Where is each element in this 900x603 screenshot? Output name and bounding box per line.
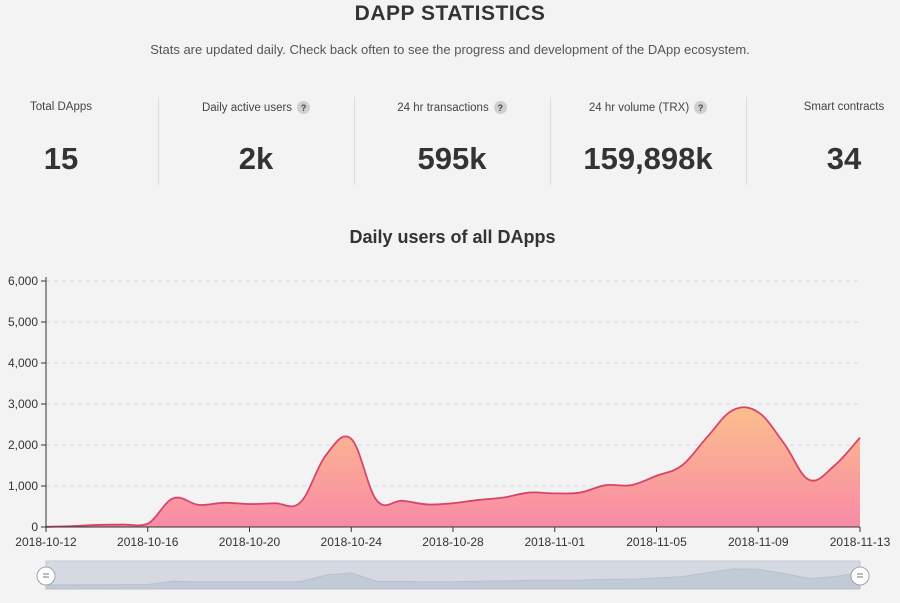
y-tick-label: 4,000: [8, 356, 38, 370]
zoom-handle-right[interactable]: [850, 566, 870, 586]
stat-24hr-transactions: 24 hr transactions? 595k: [354, 97, 550, 185]
x-tick-label: 2018-10-12: [15, 535, 77, 549]
data-point[interactable]: [221, 500, 227, 506]
y-tick-label: 6,000: [8, 274, 38, 288]
stats-bar: Total DApps 15 Daily active users? 2k 24…: [0, 97, 900, 185]
data-point[interactable]: [501, 494, 507, 500]
y-tick-label: 2,000: [8, 438, 38, 452]
x-tick-label: 2018-10-28: [422, 535, 484, 549]
stat-value: 2k: [238, 141, 274, 176]
stat-divider: [746, 97, 747, 185]
data-point[interactable]: [68, 523, 74, 529]
x-tick-label: 2018-11-01: [525, 535, 586, 549]
zoom-slider-preview: [45, 568, 861, 590]
zoom-handle-left[interactable]: [36, 566, 56, 586]
stat-daily-active-users: Daily active users? 2k: [158, 97, 354, 185]
stat-value: 595k: [417, 141, 487, 176]
data-point[interactable]: [679, 463, 685, 469]
data-point[interactable]: [323, 452, 329, 458]
data-point[interactable]: [450, 500, 456, 506]
x-tick-label: 2018-11-09: [728, 535, 789, 549]
data-point[interactable]: [348, 436, 354, 442]
data-point[interactable]: [781, 440, 787, 446]
data-point[interactable]: [832, 463, 838, 469]
data-point[interactable]: [654, 473, 660, 479]
data-point[interactable]: [603, 482, 609, 488]
stat-label: 24 hr volume (TRX): [588, 101, 690, 114]
help-icon[interactable]: ?: [694, 101, 708, 114]
stat-label: 24 hr transactions: [397, 101, 489, 114]
stat-total-dapps: Total DApps 15: [0, 97, 122, 185]
zoom-handle-knob[interactable]: [36, 566, 56, 586]
data-point[interactable]: [170, 495, 176, 501]
stat-value: 159,898k: [583, 141, 713, 176]
data-point[interactable]: [247, 501, 253, 507]
page-title: DAPP STATISTICS: [354, 2, 546, 25]
stat-label: Total DApps: [29, 101, 92, 113]
x-tick-label: 2018-10-20: [219, 535, 281, 549]
series-line: [45, 406, 861, 528]
data-point[interactable]: [755, 409, 761, 415]
stat-value: 34: [826, 141, 862, 176]
chart-title: Daily users of all DApps: [349, 227, 556, 247]
data-point[interactable]: [628, 482, 634, 488]
data-point[interactable]: [806, 477, 812, 483]
stat-label: Daily active users: [201, 101, 293, 114]
page-subtitle: Stats are updated daily. Check back ofte…: [150, 42, 750, 57]
stat-value: 15: [43, 141, 79, 176]
data-point[interactable]: [526, 490, 532, 496]
data-point[interactable]: [425, 501, 431, 507]
data-point[interactable]: [196, 502, 202, 508]
stat-divider: [158, 97, 159, 185]
data-point[interactable]: [475, 497, 481, 503]
stat-smart-contracts: Smart contracts 34: [746, 97, 900, 185]
data-point[interactable]: [145, 521, 151, 527]
stat-label: Smart contracts: [803, 101, 885, 113]
y-tick-label: 3,000: [8, 397, 38, 411]
data-point[interactable]: [577, 490, 583, 496]
stat-divider: [354, 97, 355, 185]
zoom-handle-knob[interactable]: [850, 566, 870, 586]
data-point[interactable]: [374, 497, 380, 503]
x-tick-label: 2018-11-13: [830, 535, 891, 549]
data-point[interactable]: [552, 490, 558, 496]
data-point[interactable]: [272, 500, 278, 506]
stat-divider: [550, 97, 551, 185]
y-tick-label: 5,000: [8, 315, 38, 329]
data-point[interactable]: [857, 435, 863, 441]
data-point[interactable]: [297, 499, 303, 505]
x-tick-label: 2018-10-16: [117, 535, 179, 549]
y-tick-label: 1,000: [8, 479, 38, 493]
help-icon[interactable]: ?: [493, 101, 507, 114]
series-area: [46, 407, 860, 527]
help-icon[interactable]: ?: [297, 101, 311, 114]
data-point[interactable]: [704, 434, 710, 440]
data-point[interactable]: [730, 407, 736, 413]
x-tick-label: 2018-11-05: [626, 535, 687, 549]
x-tick-label: 2018-10-24: [321, 535, 383, 549]
y-tick-label: 0: [31, 520, 38, 534]
stat-24hr-volume: 24 hr volume (TRX)? 159,898k: [550, 97, 746, 185]
data-point[interactable]: [399, 498, 405, 504]
